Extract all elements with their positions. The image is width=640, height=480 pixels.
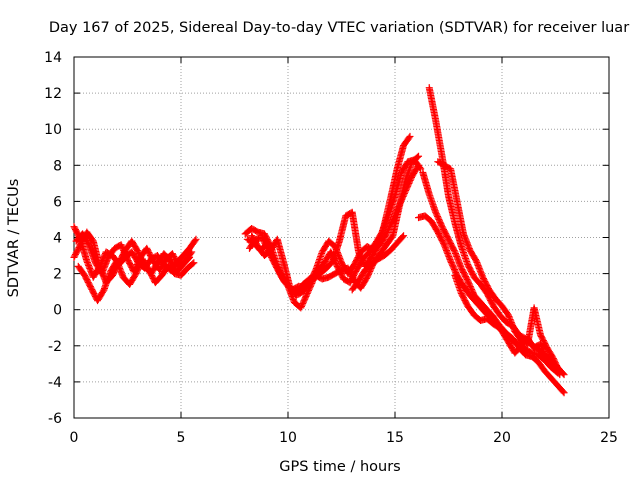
data-point-marker: [554, 369, 562, 377]
grid-lines: [74, 57, 609, 418]
data-point-marker: [406, 132, 414, 140]
x-axis: 0 5 10 15 20 25: [70, 57, 618, 446]
y-tick-label: 0: [53, 303, 62, 319]
data-point-marker: [559, 388, 567, 396]
data-point-marker: [185, 254, 193, 262]
x-tick-label: 10: [279, 430, 297, 446]
data-points: [70, 84, 568, 397]
x-tick-label: 20: [493, 430, 511, 446]
y-axis-label: SDTVAR / TECUs: [6, 179, 22, 298]
data-point-marker: [413, 153, 421, 161]
data-point-marker: [187, 249, 195, 257]
data-point-marker: [399, 233, 407, 241]
y-axis: -6 -4 -2 0 2 4 6 8 10 12 14: [44, 50, 609, 427]
y-tick-label: -6: [48, 411, 62, 427]
data-point-marker: [192, 235, 200, 243]
data-point-marker: [186, 253, 194, 261]
data-point-marker: [415, 152, 423, 160]
x-tick-label: 0: [70, 430, 79, 446]
data-point-marker: [560, 389, 568, 397]
y-tick-label: -4: [48, 375, 62, 391]
x-axis-label: GPS time / hours: [279, 459, 400, 475]
data-point-marker: [400, 232, 408, 240]
y-tick-label: 4: [53, 231, 62, 247]
data-point-marker: [416, 164, 424, 172]
data-point-marker: [188, 248, 196, 256]
series-track-14: [451, 271, 562, 377]
y-tick-label: 8: [53, 158, 62, 174]
data-point-marker: [191, 237, 199, 245]
x-tick-label: 15: [386, 430, 404, 446]
x-tick-label: 25: [600, 430, 618, 446]
data-point-marker: [417, 165, 425, 173]
series-track-4: [74, 255, 198, 305]
data-point-marker: [553, 368, 561, 376]
data-point-marker: [189, 260, 197, 268]
y-tick-label: 14: [44, 50, 62, 66]
chart-title: Day 167 of 2025, Sidereal Day-to-day VTE…: [49, 20, 629, 36]
y-tick-label: 2: [53, 267, 62, 283]
y-tick-label: 6: [53, 194, 62, 210]
y-tick-label: -2: [48, 339, 62, 355]
data-point-marker: [405, 134, 413, 142]
data-point-marker: [190, 259, 198, 267]
x-tick-label: 5: [177, 430, 186, 446]
series-track-9: [348, 232, 408, 294]
y-tick-label: 10: [44, 122, 62, 138]
y-tick-label: 12: [44, 86, 62, 102]
series-track-7: [245, 132, 414, 312]
